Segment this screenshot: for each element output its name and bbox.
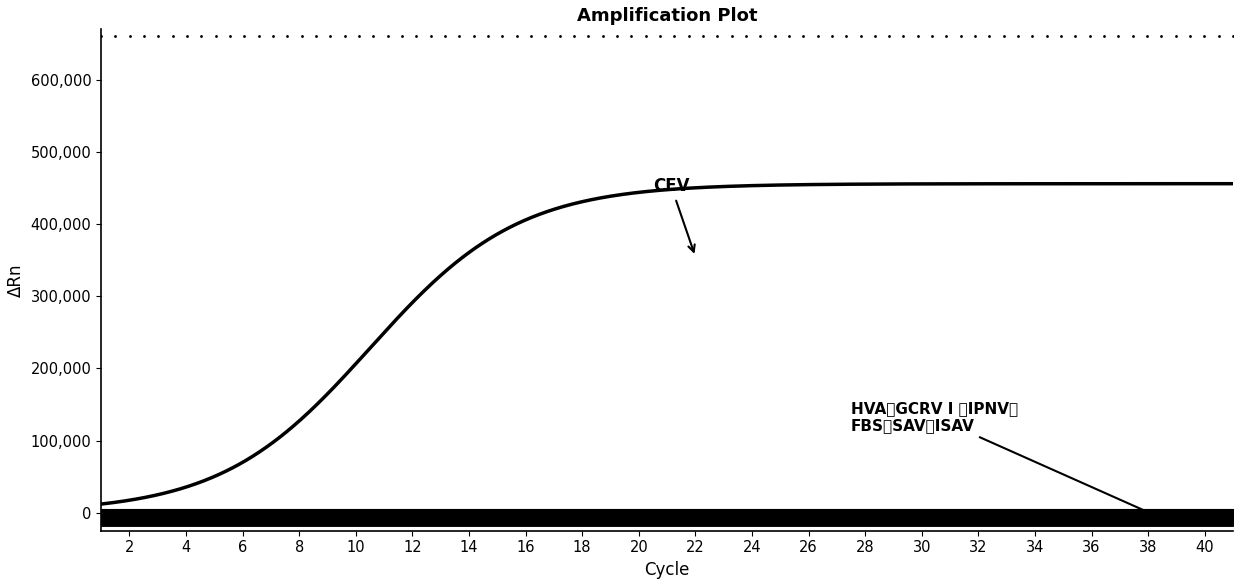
X-axis label: Cycle: Cycle	[645, 561, 689, 579]
Text: CEV: CEV	[653, 177, 694, 252]
Text: HVA、GCRV Ⅰ 、IPNV、
FBS、SAV、ISAV: HVA、GCRV Ⅰ 、IPNV、 FBS、SAV、ISAV	[851, 401, 1158, 517]
Y-axis label: ΔRn: ΔRn	[7, 263, 25, 297]
Title: Amplification Plot: Amplification Plot	[577, 7, 758, 25]
